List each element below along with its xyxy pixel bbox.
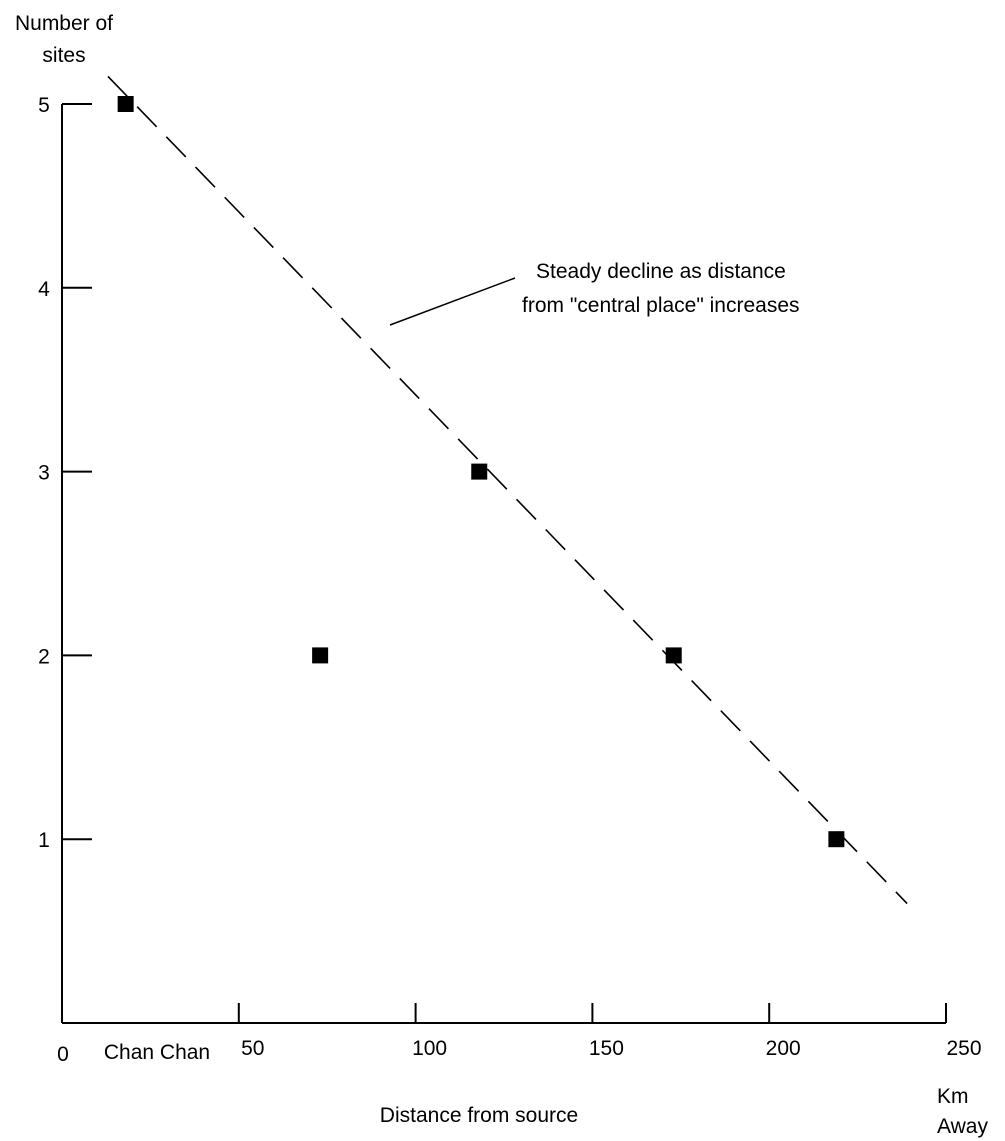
annotation-line-2: from "central place" increases	[522, 294, 800, 317]
y-axis-title-line-1: Number of	[15, 12, 113, 35]
origin-label: 0	[57, 1043, 69, 1066]
x-unit-line-1: Km	[937, 1085, 969, 1108]
data-point-5	[828, 831, 845, 848]
x-unit-line-2: Away	[937, 1115, 988, 1138]
ticks: 50 100 150 200 250 1 2 3 4 5	[38, 94, 981, 1060]
annotation-pointer	[389, 277, 516, 326]
y-tick-label-3: 3	[38, 462, 50, 485]
y-axis-title: Number of sites	[15, 12, 113, 67]
x-unit-label: Km Away	[937, 1085, 988, 1138]
annotation-line-1: Steady decline as distance	[536, 260, 786, 283]
source-label: Chan Chan	[104, 1041, 210, 1064]
x-tick-label-100: 100	[412, 1037, 447, 1060]
data-point-3	[471, 463, 488, 480]
trend-line	[107, 75, 908, 905]
y-tick-label-2: 2	[38, 645, 50, 668]
x-axis-title: Distance from source	[380, 1104, 578, 1127]
y-tick-label-5: 5	[38, 94, 50, 117]
x-tick-label-150: 150	[589, 1037, 624, 1060]
x-tick-label-250: 250	[946, 1037, 981, 1060]
y-axis-title-line-2: sites	[42, 44, 85, 67]
data-point-2	[312, 647, 329, 664]
data-point-4	[665, 647, 682, 664]
y-tick-label-4: 4	[38, 278, 50, 301]
trend-annotation: Steady decline as distance from "central…	[389, 260, 800, 326]
data-point-1	[117, 96, 134, 112]
axes	[61, 104, 946, 1024]
y-tick-label-1: 1	[38, 829, 50, 852]
trend-line-group	[107, 75, 908, 905]
data-points	[117, 96, 845, 848]
x-tick-label-200: 200	[766, 1037, 801, 1060]
x-tick-label-50: 50	[241, 1037, 264, 1060]
